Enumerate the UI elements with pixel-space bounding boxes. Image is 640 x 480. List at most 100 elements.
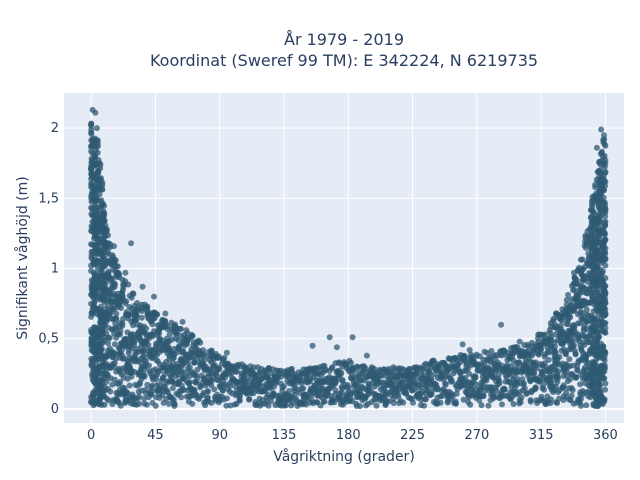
data-point bbox=[591, 272, 598, 279]
data-point bbox=[99, 377, 106, 384]
data-point bbox=[140, 352, 147, 359]
data-point bbox=[321, 398, 328, 405]
data-point bbox=[338, 369, 345, 376]
data-point bbox=[90, 394, 97, 401]
data-point bbox=[516, 338, 523, 345]
data-point bbox=[89, 309, 96, 316]
data-point bbox=[300, 385, 307, 392]
data-point bbox=[169, 385, 176, 392]
data-point bbox=[138, 314, 145, 321]
data-point bbox=[333, 344, 340, 351]
data-point bbox=[596, 276, 603, 283]
data-point bbox=[542, 331, 549, 338]
data-point bbox=[265, 402, 272, 409]
data-point bbox=[194, 375, 201, 382]
data-point bbox=[88, 335, 95, 341]
data-point bbox=[88, 131, 95, 137]
data-point bbox=[215, 399, 222, 406]
data-point bbox=[96, 160, 103, 167]
data-point bbox=[597, 170, 604, 177]
data-point bbox=[111, 280, 118, 287]
data-point bbox=[191, 386, 198, 393]
data-point bbox=[548, 379, 555, 386]
data-point bbox=[562, 351, 569, 358]
chart-title-line2: Koordinat (Sweref 99 TM): E 342224, N 62… bbox=[150, 51, 538, 70]
x-tick-label: 270 bbox=[464, 428, 489, 443]
data-point bbox=[499, 401, 505, 408]
data-point bbox=[179, 368, 186, 375]
data-point bbox=[595, 401, 602, 408]
data-point bbox=[101, 334, 108, 341]
data-point bbox=[591, 289, 598, 296]
data-point bbox=[139, 283, 146, 290]
y-axis-label: Signifikant våghöjd (m) bbox=[14, 176, 31, 339]
data-point bbox=[113, 315, 120, 322]
data-point bbox=[507, 396, 514, 403]
data-point bbox=[88, 355, 95, 362]
data-point bbox=[177, 325, 184, 332]
data-point bbox=[332, 380, 339, 387]
data-point bbox=[293, 395, 299, 402]
data-point bbox=[599, 371, 606, 378]
data-point bbox=[111, 364, 118, 371]
data-point bbox=[323, 393, 330, 400]
y-tick-label: 2 bbox=[51, 121, 59, 136]
data-point bbox=[600, 327, 607, 334]
data-point bbox=[193, 379, 199, 386]
data-point bbox=[134, 395, 141, 402]
data-point bbox=[452, 400, 459, 407]
data-point bbox=[107, 388, 114, 395]
data-point bbox=[590, 388, 597, 395]
data-point bbox=[122, 269, 129, 276]
data-point bbox=[598, 126, 605, 133]
data-point bbox=[410, 381, 417, 388]
data-point bbox=[125, 281, 132, 288]
data-point bbox=[101, 263, 108, 270]
data-point bbox=[555, 375, 562, 381]
data-point bbox=[400, 399, 407, 406]
data-point bbox=[93, 234, 100, 241]
data-point bbox=[577, 381, 584, 388]
data-point bbox=[590, 238, 597, 245]
data-point bbox=[597, 392, 604, 399]
data-point bbox=[97, 389, 104, 395]
data-point bbox=[136, 400, 143, 407]
data-point bbox=[545, 349, 552, 356]
data-point bbox=[591, 296, 598, 303]
data-point bbox=[95, 370, 102, 377]
data-point bbox=[588, 258, 595, 264]
data-point bbox=[94, 219, 100, 226]
data-point bbox=[588, 368, 595, 375]
data-point bbox=[357, 403, 363, 410]
data-point bbox=[102, 353, 109, 360]
data-point bbox=[557, 322, 564, 329]
data-point bbox=[545, 356, 552, 363]
data-point bbox=[550, 389, 557, 395]
data-point bbox=[556, 353, 563, 360]
data-point bbox=[428, 389, 435, 396]
x-axis-label: Vågriktning (grader) bbox=[273, 448, 415, 465]
data-point bbox=[385, 398, 392, 405]
data-point bbox=[115, 269, 122, 276]
data-point bbox=[286, 388, 293, 394]
data-point bbox=[94, 365, 101, 371]
data-point bbox=[117, 378, 124, 385]
data-point bbox=[246, 396, 252, 403]
data-point bbox=[493, 388, 500, 395]
data-point bbox=[102, 232, 109, 239]
data-point bbox=[591, 315, 598, 322]
data-point bbox=[101, 245, 108, 252]
data-point bbox=[141, 395, 148, 402]
data-point bbox=[590, 382, 597, 388]
y-tick-label: 1,5 bbox=[38, 191, 59, 206]
data-point bbox=[602, 380, 609, 387]
data-point bbox=[153, 376, 160, 383]
data-point bbox=[88, 126, 95, 133]
data-point bbox=[130, 290, 137, 297]
data-point bbox=[532, 359, 539, 366]
data-point bbox=[588, 263, 595, 270]
y-tick-label: 1 bbox=[51, 262, 59, 277]
data-point bbox=[349, 334, 356, 341]
data-point bbox=[204, 388, 211, 395]
data-point bbox=[211, 386, 218, 393]
